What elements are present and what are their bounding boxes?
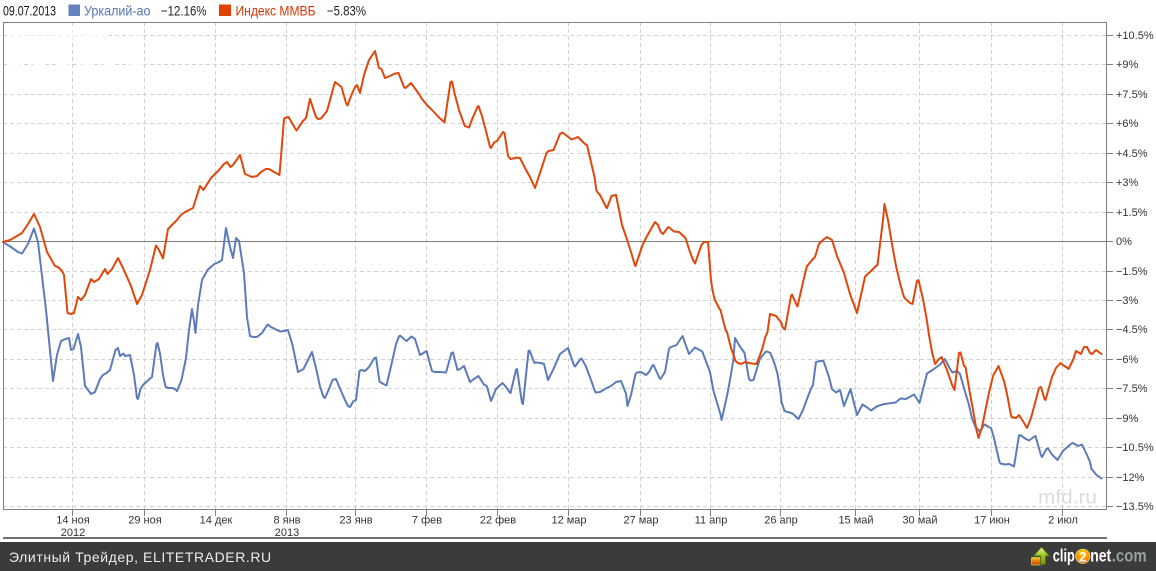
svg-text:+3%: +3% xyxy=(1116,177,1139,189)
svg-text:+7.5%: +7.5% xyxy=(1116,89,1148,101)
svg-text:−9%: −9% xyxy=(1116,413,1139,425)
svg-text:−3%: −3% xyxy=(1116,295,1139,307)
svg-text:14 дек: 14 дек xyxy=(200,515,233,527)
svg-text:11 апр: 11 апр xyxy=(695,515,728,527)
svg-text:+4.5%: +4.5% xyxy=(1116,148,1148,160)
svg-text:30 май: 30 май xyxy=(902,515,937,527)
svg-text:−12.16%: −12.16% xyxy=(161,4,207,19)
svg-text:+6%: +6% xyxy=(1116,118,1139,130)
svg-text:27 мар: 27 мар xyxy=(623,515,658,527)
svg-text:2 июл: 2 июл xyxy=(1048,515,1078,527)
svg-text:Индекс ММВБ: Индекс ММВБ xyxy=(236,4,316,19)
svg-text:−13.5%: −13.5% xyxy=(1116,501,1154,513)
svg-text:17 июн: 17 июн xyxy=(974,515,1010,527)
svg-text:−10.5%: −10.5% xyxy=(1116,442,1154,454)
svg-text:Уркалий-ао: Уркалий-ао xyxy=(84,4,151,19)
svg-text:net: net xyxy=(1090,546,1111,566)
svg-text:−5.83%: −5.83% xyxy=(327,4,366,19)
svg-text:.com: .com xyxy=(1112,546,1147,566)
svg-text:26 апр: 26 апр xyxy=(764,515,797,527)
svg-text:−12%: −12% xyxy=(1116,472,1145,484)
svg-text:2012: 2012 xyxy=(61,527,85,539)
svg-text:+9%: +9% xyxy=(1116,59,1139,71)
svg-text:−4.5%: −4.5% xyxy=(1116,324,1148,336)
svg-text:15 май: 15 май xyxy=(838,515,873,527)
svg-text:7 фев: 7 фев xyxy=(412,515,442,527)
svg-text:09.07.2013: 09.07.2013 xyxy=(3,4,56,19)
svg-text:22 фев: 22 фев xyxy=(480,515,516,527)
svg-text:2: 2 xyxy=(1079,550,1087,565)
svg-text:−6%: −6% xyxy=(1116,354,1139,366)
svg-text:8 янв: 8 янв xyxy=(273,515,300,527)
svg-text:29 ноя: 29 ноя xyxy=(128,515,161,527)
svg-text:mfd.ru: mfd.ru xyxy=(1038,488,1097,509)
svg-text:−7.5%: −7.5% xyxy=(1116,383,1148,395)
svg-text:0%: 0% xyxy=(1116,236,1132,248)
svg-text:12 мар: 12 мар xyxy=(551,515,586,527)
svg-text:+10.5%: +10.5% xyxy=(1116,30,1154,42)
svg-text:clip: clip xyxy=(1053,546,1075,566)
svg-text:2013: 2013 xyxy=(275,527,299,539)
svg-text:14 ноя: 14 ноя xyxy=(56,515,89,527)
svg-text:−1.5%: −1.5% xyxy=(1116,266,1148,278)
svg-text:Элитный Трейдер, ELITETRADER.R: Элитный Трейдер, ELITETRADER.RU xyxy=(9,549,272,565)
svg-text:+1.5%: +1.5% xyxy=(1116,207,1148,219)
svg-text:23 янв: 23 янв xyxy=(339,515,372,527)
